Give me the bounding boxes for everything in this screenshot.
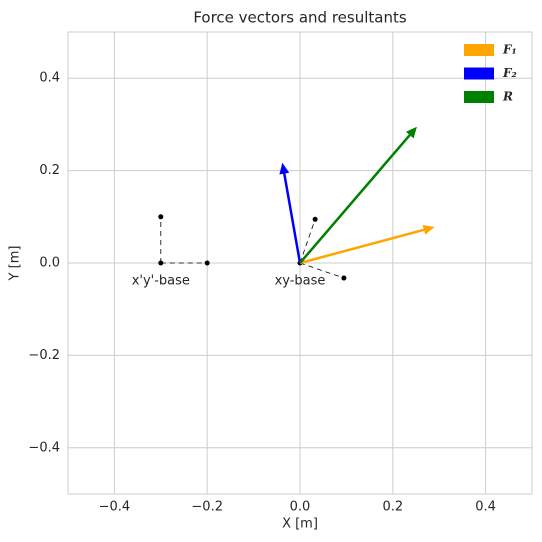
x-axis-label: X [m] xyxy=(282,517,318,532)
legend-label: F₂ xyxy=(502,66,517,80)
vector-shaft xyxy=(299,228,425,265)
base-axis xyxy=(299,219,316,264)
vector-shaft xyxy=(299,134,411,264)
base-label: xy-base xyxy=(275,274,326,289)
chart-title: Force vectors and resultants xyxy=(193,9,407,27)
legend-label: F₁ xyxy=(502,43,517,57)
legend-swatch xyxy=(464,44,494,56)
base-point xyxy=(341,275,347,281)
vector-head xyxy=(405,126,417,139)
base-point xyxy=(158,260,164,266)
base-point xyxy=(204,260,210,266)
base-point xyxy=(158,214,164,220)
vector-head xyxy=(422,224,435,235)
vector-arrow xyxy=(279,162,302,264)
vector-shaft xyxy=(283,173,302,264)
y-tick-label: 0.4 xyxy=(39,71,60,86)
x-tick-label: 0.2 xyxy=(382,500,403,515)
vector-arrow xyxy=(299,224,435,265)
vector-head xyxy=(279,162,290,175)
base-label: x'y'-base xyxy=(132,274,190,289)
x-tick-label: 0.0 xyxy=(290,500,311,515)
base-point xyxy=(312,216,318,222)
y-tick-label: −0.4 xyxy=(28,440,60,455)
x-tick-label: −0.4 xyxy=(99,500,131,515)
y-tick-label: 0.0 xyxy=(39,256,60,271)
x-tick-label: −0.2 xyxy=(191,500,223,515)
y-tick-label: 0.2 xyxy=(39,163,60,178)
legend-label: R xyxy=(502,90,513,104)
y-tick-label: −0.2 xyxy=(28,348,60,363)
x-tick-label: 0.4 xyxy=(475,500,496,515)
plot-frame xyxy=(67,31,533,495)
y-axis-label: Y [m] xyxy=(8,246,23,282)
vector-arrow xyxy=(299,126,417,264)
legend-swatch xyxy=(464,67,494,80)
legend-swatch xyxy=(464,91,494,103)
base-axis xyxy=(299,262,345,279)
